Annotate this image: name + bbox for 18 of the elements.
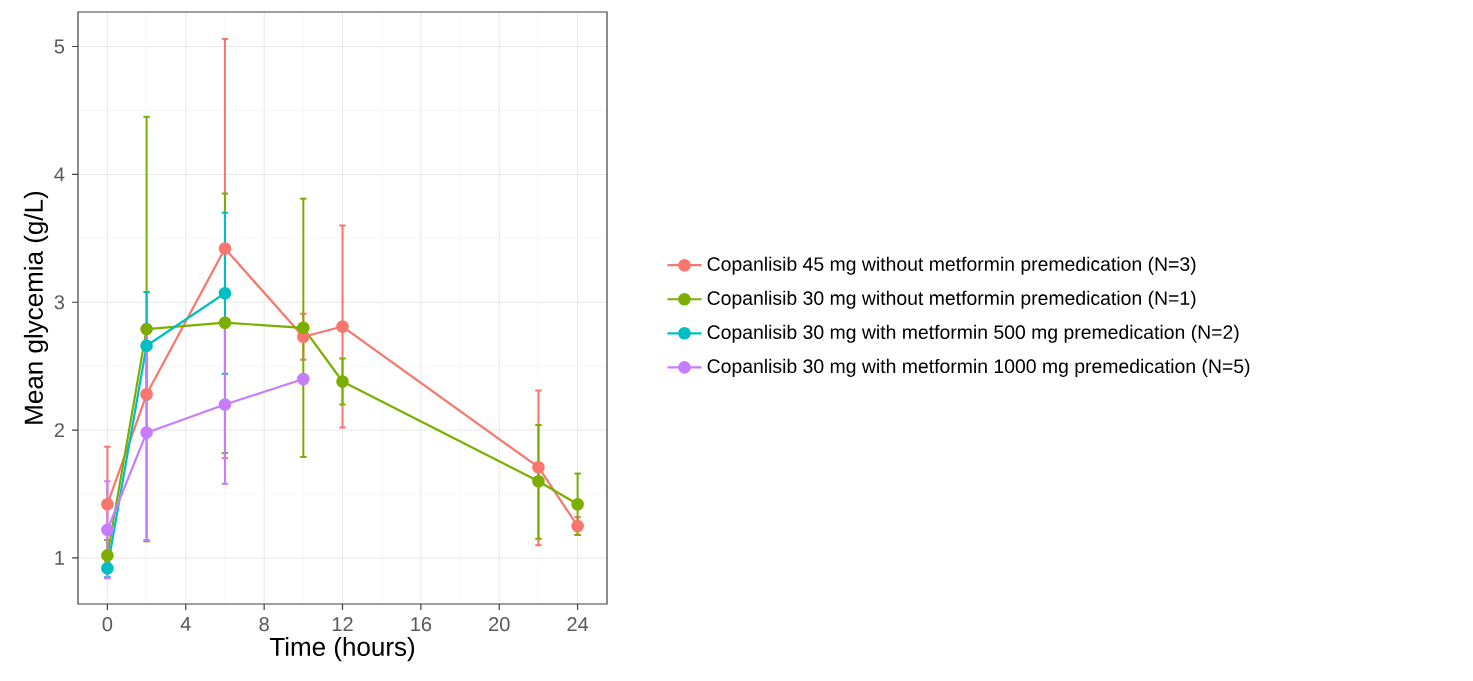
- x-tick-label: 8: [259, 617, 269, 632]
- x-tick-label: 4: [180, 617, 191, 631]
- legend-label: Copanlisib 30 mg without metformin premedication (N=1): [707, 290, 1196, 309]
- x-tick-label: 0: [102, 617, 113, 632]
- y-axis-title: Mean glycemia (g/L): [23, 191, 49, 424]
- legend-label: Copanlisib 30 mg with metformin 1000 mg premedication (N=5): [707, 358, 1250, 377]
- x-tick-label: 12: [332, 617, 353, 632]
- x-tick-label: 16: [411, 617, 432, 632]
- x-axis-title: Time (hours): [269, 636, 415, 662]
- y-tick-label: 4: [54, 167, 65, 182]
- y-tick-label: 5: [54, 39, 65, 54]
- y-tick-label: 2: [54, 423, 64, 438]
- x-tick-label: 20: [489, 617, 510, 632]
- legend-label: Copanlisib 45 mg without metformin premedication (N=3): [707, 256, 1196, 275]
- x-tick-label: 24: [567, 617, 589, 632]
- y-tick-label: 3: [54, 295, 65, 310]
- legend-label: Copanlisib 30 mg with metformin 500 mg premedication (N=2): [707, 324, 1239, 343]
- y-tick-label: 1: [55, 551, 64, 565]
